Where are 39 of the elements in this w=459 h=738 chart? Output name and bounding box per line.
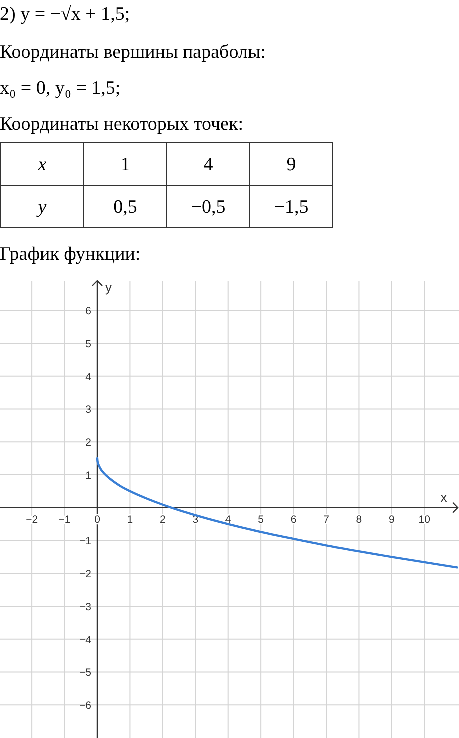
x-tick-label: 6 [290, 514, 297, 526]
x-tick-label: −2 [26, 514, 38, 526]
y-tick-label: 4 [86, 371, 92, 384]
text: −1,5 [274, 196, 309, 218]
y-tick-label: −3 [80, 601, 92, 614]
text: −0,5 [191, 196, 226, 218]
x-tick-label: 7 [324, 514, 330, 526]
text: Координаты вершины параболы: [0, 42, 266, 63]
x-tick-label: 4 [225, 514, 232, 526]
x-tick-label: 9 [389, 514, 396, 526]
x-tick-label: −1 [58, 514, 71, 526]
text: y [36, 196, 48, 218]
text: 4 [204, 154, 214, 176]
y-tick-label: 3 [86, 404, 92, 416]
text: x₀ = 0, y₀ = 1,5; [0, 78, 121, 99]
y-tick-label: 2 [86, 437, 92, 450]
x-axis-title: x [440, 490, 448, 505]
y-tick-label: −2 [80, 568, 92, 581]
text: x [37, 154, 48, 176]
text: Координаты некоторых точек: [0, 114, 244, 135]
x-tick-label: 5 [258, 514, 264, 526]
text: 0,5 [114, 196, 138, 218]
y-tick-label: −1 [80, 536, 92, 548]
x-tick-label: 1 [127, 514, 134, 526]
chart-title: 2) y = −√x + 1,5; [0, 4, 130, 25]
y-tick-label: −5 [80, 667, 92, 680]
x-tick-label: 8 [356, 514, 362, 526]
text: 1 [120, 154, 130, 176]
text: График функции: [0, 244, 141, 265]
y-tick-label: 5 [86, 338, 92, 350]
y-tick-label: −6 [80, 700, 92, 712]
y-tick-label: 1 [86, 470, 92, 482]
y-tick-label: −4 [80, 634, 92, 646]
x-tick-label: 2 [160, 514, 166, 526]
text: 9 [286, 154, 296, 176]
x-tick-label: 10 [418, 514, 431, 526]
y-axis-title: y [105, 280, 112, 295]
line-series [96, 457, 458, 569]
y-tick-label: 6 [86, 306, 92, 318]
